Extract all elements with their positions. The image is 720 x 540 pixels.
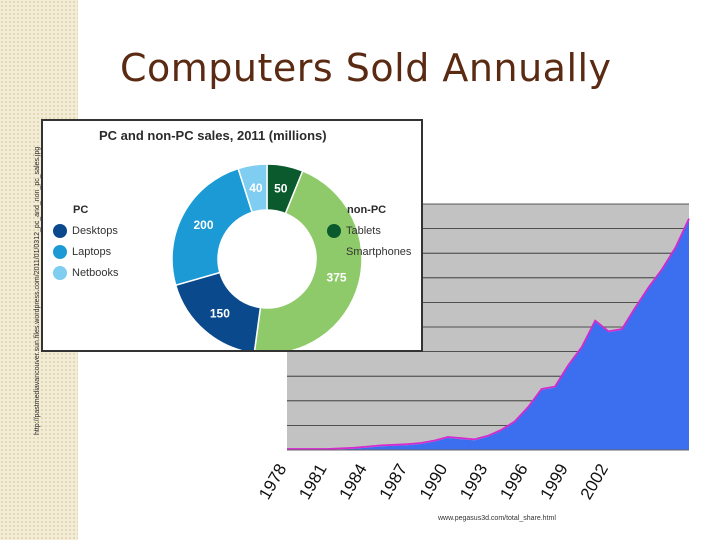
area-x-tick-label: 1996	[496, 461, 531, 503]
donut-value-label-desktops: 150	[210, 306, 230, 320]
legend-label-desktops: Desktops	[72, 225, 118, 237]
area-x-tick-label: 1999	[536, 461, 571, 503]
donut-slice-netbooks	[237, 163, 268, 214]
slide-title: Computers Sold Annually	[120, 46, 612, 90]
legend-label-tablets: Tablets	[346, 225, 381, 237]
legend-item-tablets: Tablets	[327, 224, 381, 238]
legend-group-non-pc: non-PC	[347, 204, 387, 216]
legend-label-laptops: Laptops	[72, 246, 112, 258]
donut-value-label-tablets: 50	[274, 181, 288, 195]
area-series-fill	[287, 219, 689, 450]
footer-source-url: www.pegasus3d.com/total_share.html	[438, 515, 556, 522]
area-x-tick-label: 1984	[335, 461, 370, 503]
area-x-tick-label: 1981	[295, 461, 330, 503]
legend-item-smartphones: Smartphones	[327, 245, 411, 259]
donut-chart: 50 375 150 200 40	[171, 163, 363, 350]
legend-swatch-laptops	[53, 245, 67, 259]
donut-chart-panel: PC and non-PC sales, 2011 (millions) 50 3…	[41, 119, 423, 352]
legend-item-desktops: Desktops	[53, 224, 118, 238]
area-x-tick-label: 2002	[577, 461, 612, 503]
area-x-tick-label: 1987	[376, 461, 411, 503]
legend-label-smartphones: Smartphones	[346, 246, 412, 258]
donut-slice-smartphones	[253, 169, 363, 350]
donut-value-label-laptops: 200	[194, 218, 214, 232]
legend-item-laptops: Laptops	[53, 245, 111, 259]
legend-swatch-desktops	[53, 224, 67, 238]
area-x-tick-label: 1978	[255, 461, 290, 503]
legend-group-pc: PC	[73, 204, 89, 216]
donut-value-label-smartphones: 375	[327, 271, 347, 285]
legend-swatch-tablets	[327, 224, 341, 238]
area-series-edge	[287, 218, 690, 450]
donut-value-label-netbooks: 40	[249, 181, 263, 195]
donut-chart-title: PC and non-PC sales, 2011 (millions)	[99, 128, 327, 143]
legend-label-netbooks: Netbooks	[72, 267, 119, 279]
area-x-tick-label: 1993	[456, 461, 491, 503]
donut-slice-laptops	[171, 167, 254, 287]
area-x-tick-label: 1990	[416, 461, 451, 503]
legend-item-netbooks: Netbooks	[53, 266, 118, 280]
legend-swatch-netbooks	[53, 266, 67, 280]
legend-swatch-smartphones	[327, 245, 341, 259]
